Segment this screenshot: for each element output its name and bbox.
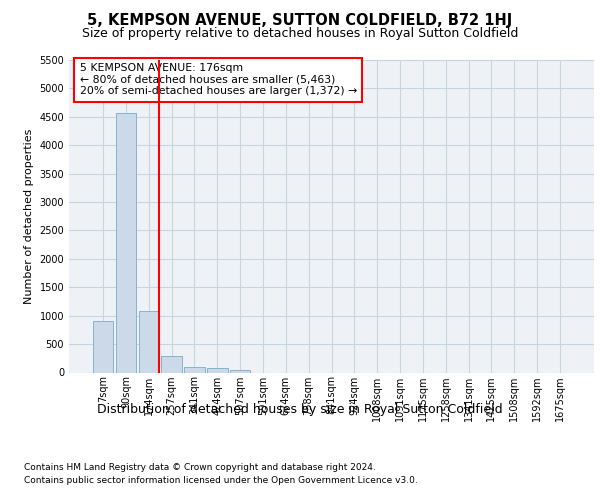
Bar — [116, 114, 136, 372]
Bar — [139, 311, 159, 372]
Text: Contains public sector information licensed under the Open Government Licence v3: Contains public sector information licen… — [24, 476, 418, 485]
Text: Size of property relative to detached houses in Royal Sutton Coldfield: Size of property relative to detached ho… — [82, 28, 518, 40]
Text: 5, KEMPSON AVENUE, SUTTON COLDFIELD, B72 1HJ: 5, KEMPSON AVENUE, SUTTON COLDFIELD, B72… — [88, 12, 512, 28]
Text: Distribution of detached houses by size in Royal Sutton Coldfield: Distribution of detached houses by size … — [97, 402, 503, 415]
Text: 5 KEMPSON AVENUE: 176sqm
← 80% of detached houses are smaller (5,463)
20% of sem: 5 KEMPSON AVENUE: 176sqm ← 80% of detach… — [79, 63, 357, 96]
Text: Contains HM Land Registry data © Crown copyright and database right 2024.: Contains HM Land Registry data © Crown c… — [24, 462, 376, 471]
Y-axis label: Number of detached properties: Number of detached properties — [24, 128, 34, 304]
Bar — [161, 356, 182, 372]
Bar — [207, 368, 227, 372]
Bar — [230, 370, 250, 372]
Bar — [93, 322, 113, 372]
Bar — [184, 368, 205, 372]
